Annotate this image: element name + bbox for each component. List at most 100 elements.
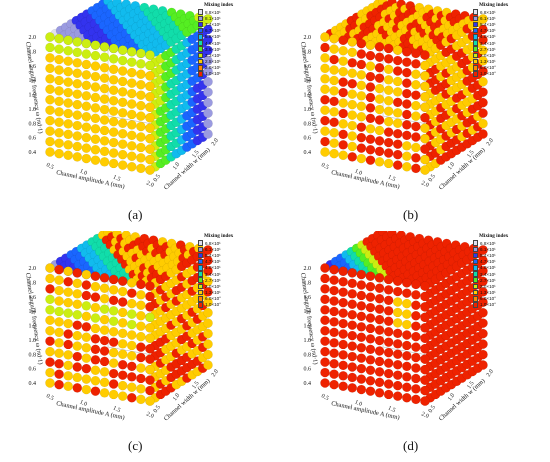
data-point <box>117 128 128 139</box>
legend-swatch <box>473 246 478 253</box>
data-point <box>72 330 83 341</box>
data-point <box>203 108 213 118</box>
data-point <box>81 38 92 49</box>
data-point <box>347 58 358 68</box>
data-point <box>72 372 83 383</box>
z-tick-label: 1.8 <box>304 49 312 55</box>
data-point <box>347 309 358 320</box>
data-point <box>81 363 92 374</box>
legend-label: 3.9×10¹ <box>205 46 221 52</box>
data-point <box>54 317 64 327</box>
legend-label: 2.0×10¹ <box>205 283 221 289</box>
legend-swatch <box>473 27 478 34</box>
data-point <box>478 97 488 108</box>
data-point <box>90 40 101 50</box>
legend-entry: 2.0×10¹ <box>198 283 250 290</box>
data-point <box>108 116 119 127</box>
chart-panel: 0.4 0.6 0.8 1.0 1.2 1.4 1.6 1.8 2.0 0.5 1.0 1.5 2.0 0… <box>0 0 275 231</box>
legend-label: 6.0×10° <box>480 65 497 71</box>
data-point <box>478 360 488 370</box>
data-point <box>54 107 64 117</box>
data-point <box>356 101 367 112</box>
z-tick-label: 0.6 <box>304 367 312 373</box>
data-point <box>347 110 358 120</box>
legend-label: 6.1×10¹ <box>205 246 221 252</box>
data-point <box>329 264 339 275</box>
data-point <box>127 277 137 288</box>
data-point <box>356 91 367 101</box>
data-point <box>411 321 421 331</box>
data-point <box>63 56 73 66</box>
data-point <box>145 71 155 81</box>
data-point <box>127 141 137 151</box>
data-point <box>54 75 64 86</box>
data-point <box>392 160 403 170</box>
data-point <box>420 112 430 123</box>
data-point <box>411 132 421 142</box>
data-point <box>108 95 119 106</box>
data-point <box>63 35 73 46</box>
data-point <box>81 301 92 311</box>
legend-swatch <box>198 27 203 34</box>
data-point <box>136 163 146 174</box>
data-point <box>203 245 213 255</box>
data-point <box>117 139 128 149</box>
data-point <box>347 152 358 162</box>
data-point <box>478 35 488 45</box>
data-point <box>136 142 146 153</box>
x-tick-label: 1.5 <box>112 405 121 414</box>
data-point <box>45 325 55 336</box>
data-point <box>420 102 430 113</box>
data-point <box>374 273 385 283</box>
z-tick-label: 2.0 <box>304 35 312 41</box>
legend-entry: 7.4×10¹ <box>198 21 250 28</box>
x-tick-label: 1.0 <box>353 168 362 177</box>
data-point <box>374 73 385 83</box>
legend-label: 3.3×10¹ <box>205 52 221 58</box>
data-point <box>136 121 146 132</box>
data-point <box>338 318 348 329</box>
data-point <box>63 339 73 350</box>
data-point <box>320 273 330 284</box>
data-point <box>347 131 358 141</box>
data-point <box>99 388 110 398</box>
z-tick-label: 1.0 <box>29 338 37 344</box>
data-point <box>383 85 394 96</box>
data-point <box>63 266 73 277</box>
data-point <box>99 293 110 304</box>
data-point <box>402 382 412 393</box>
y-tick-label: 0.5 <box>428 174 437 184</box>
legend-swatch <box>473 296 478 302</box>
legend-entry: 6.8×10¹ <box>198 240 250 246</box>
data-point <box>99 52 110 63</box>
data-point <box>365 40 376 50</box>
legend-swatch <box>198 240 203 246</box>
data-point <box>108 158 119 169</box>
data-point <box>108 137 119 148</box>
data-point <box>117 45 128 55</box>
data-point <box>383 347 394 358</box>
data-point <box>90 50 101 61</box>
data-point <box>99 136 110 146</box>
y-tick-label: 1.0 <box>172 162 181 172</box>
data-point <box>203 297 213 308</box>
data-point <box>411 90 421 100</box>
data-point <box>90 355 101 365</box>
data-point <box>90 144 101 155</box>
data-point <box>356 332 367 343</box>
legend-swatch <box>473 258 478 265</box>
legend-label: 1.3×10¹ <box>205 290 221 296</box>
data-point <box>383 274 394 285</box>
data-point <box>338 371 348 381</box>
data-point <box>347 351 358 362</box>
data-point <box>392 380 403 391</box>
data-point <box>383 64 394 75</box>
data-point <box>136 279 146 290</box>
data-point <box>411 111 421 121</box>
data-point <box>347 320 358 330</box>
data-point <box>392 370 403 380</box>
data-point <box>81 290 92 301</box>
data-point <box>108 337 119 347</box>
data-point <box>45 32 55 42</box>
data-point <box>402 319 412 330</box>
